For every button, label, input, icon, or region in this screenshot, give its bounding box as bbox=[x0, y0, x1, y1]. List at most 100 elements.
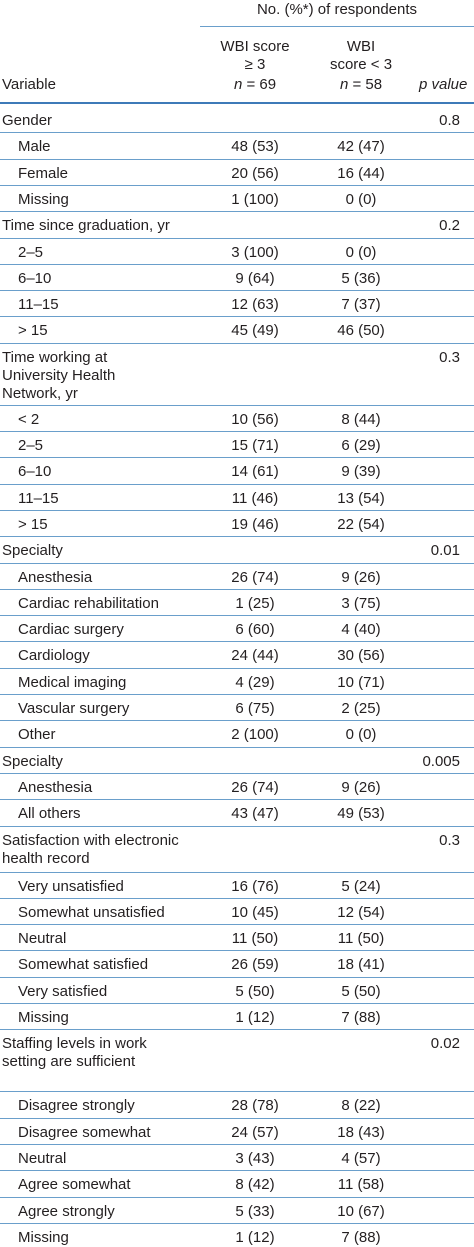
row-label: 2–5 bbox=[18, 243, 44, 261]
row-rule bbox=[0, 694, 474, 695]
row-value-wbi-low: 18 (43) bbox=[337, 1123, 385, 1141]
group-rule bbox=[0, 211, 474, 213]
row-value-wbi-high: 1 (100) bbox=[231, 190, 279, 208]
row-value-wbi-high: 20 (56) bbox=[231, 164, 279, 182]
row-value-wbi-low: 10 (67) bbox=[337, 1202, 385, 1220]
row-rule bbox=[0, 404, 474, 406]
row-rule bbox=[0, 720, 474, 722]
row-rule bbox=[0, 924, 474, 926]
row-rule bbox=[0, 667, 474, 669]
row-value-wbi-low: 2 (25) bbox=[341, 700, 381, 717]
row-rule bbox=[0, 976, 474, 978]
row-value-wbi-high: 1 (25) bbox=[235, 594, 275, 612]
row-value-wbi-high: 9 (64) bbox=[235, 269, 275, 287]
row-label: Missing bbox=[18, 190, 69, 208]
row-rule bbox=[0, 897, 474, 899]
row-rule bbox=[0, 158, 474, 160]
row-value-wbi-low: 8 (22) bbox=[341, 1097, 381, 1115]
row-value-wbi-low: 0 (0) bbox=[345, 190, 377, 208]
row-rule bbox=[0, 871, 474, 873]
row-value-wbi-high: 8 (42) bbox=[235, 1176, 275, 1194]
row-value-wbi-high: 14 (61) bbox=[231, 463, 279, 481]
row-value-wbi-high: 19 (46) bbox=[231, 515, 279, 533]
col1-header-line1: WBI score bbox=[220, 38, 290, 55]
row-value-wbi-low: 8 (44) bbox=[341, 410, 381, 428]
row-rule bbox=[0, 772, 474, 774]
row-rule bbox=[0, 1091, 474, 1093]
row-rule bbox=[0, 132, 474, 134]
row-value-wbi-high: 28 (78) bbox=[231, 1097, 279, 1115]
row-value-wbi-low: 9 (26) bbox=[341, 778, 381, 796]
row-label: 11–15 bbox=[18, 296, 59, 314]
row-value-wbi-high: 11 (50) bbox=[231, 930, 279, 948]
row-value-wbi-high: 5 (50) bbox=[235, 982, 275, 1000]
group-label: Satisfaction with electronic health reco… bbox=[2, 831, 179, 867]
row-value-wbi-high: 24 (44) bbox=[231, 647, 279, 665]
variable-header: Variable bbox=[2, 76, 56, 93]
row-value-wbi-low: 3 (75) bbox=[341, 594, 381, 612]
row-label: All others bbox=[18, 805, 81, 823]
row-value-wbi-low: 0 (0) bbox=[345, 726, 377, 744]
row-value-wbi-low: 11 (58) bbox=[337, 1176, 385, 1194]
row-value-wbi-low: 6 (29) bbox=[341, 437, 381, 454]
row-value-wbi-low: 42 (47) bbox=[337, 138, 385, 156]
row-rule bbox=[0, 431, 474, 432]
col2-header-line1: WBI bbox=[346, 38, 376, 55]
group-p-value: 0.2 bbox=[439, 217, 460, 235]
row-label: Agree somewhat bbox=[18, 1176, 131, 1194]
group-label: Staffing levels in work setting are suff… bbox=[2, 1035, 147, 1071]
row-value-wbi-high: 5 (33) bbox=[235, 1202, 275, 1220]
row-value-wbi-low: 10 (71) bbox=[337, 673, 385, 691]
row-value-wbi-low: 18 (41) bbox=[337, 956, 385, 974]
row-value-wbi-high: 3 (100) bbox=[231, 243, 279, 261]
row-label: Male bbox=[18, 138, 51, 156]
row-value-wbi-high: 16 (76) bbox=[231, 877, 279, 895]
group-rule bbox=[0, 1029, 474, 1031]
col2-n-value: = 58 bbox=[348, 76, 383, 93]
row-value-wbi-low: 46 (50) bbox=[337, 322, 385, 340]
row-label: Disagree strongly bbox=[18, 1097, 135, 1115]
row-label: Anesthesia bbox=[18, 778, 93, 796]
row-rule bbox=[0, 615, 474, 617]
row-label: Medical imaging bbox=[18, 673, 127, 691]
row-rule bbox=[0, 562, 474, 564]
row-value-wbi-low: 7 (37) bbox=[341, 296, 381, 314]
row-label: Very unsatisfied bbox=[18, 877, 124, 895]
group-label: Specialty bbox=[2, 542, 63, 560]
group-title: No. (%*) of respondents bbox=[256, 1, 418, 18]
row-label: < 2 bbox=[18, 410, 40, 428]
row-label: Anesthesia bbox=[18, 568, 93, 586]
row-value-wbi-high: 10 (45) bbox=[231, 903, 279, 921]
col2-header-n: n = 58 bbox=[306, 76, 416, 94]
group-p-value: 0.02 bbox=[430, 1035, 460, 1053]
row-value-wbi-low: 16 (44) bbox=[337, 164, 385, 182]
row-value-wbi-low: 4 (57) bbox=[341, 1149, 381, 1167]
group-p-value: 0.3 bbox=[439, 348, 460, 366]
row-value-wbi-high: 10 (56) bbox=[231, 410, 279, 428]
row-label: Somewhat satisfied bbox=[18, 956, 149, 974]
group-p-value: 0.01 bbox=[430, 542, 460, 560]
row-value-wbi-high: 11 (46) bbox=[231, 489, 279, 507]
group-title-rule bbox=[200, 26, 474, 27]
row-value-wbi-low: 30 (56) bbox=[337, 647, 385, 665]
row-rule bbox=[0, 483, 474, 485]
row-rule bbox=[0, 290, 474, 292]
row-label: > 15 bbox=[18, 322, 48, 340]
row-rule bbox=[0, 184, 474, 186]
row-value-wbi-low: 13 (54) bbox=[337, 489, 385, 507]
row-rule bbox=[0, 641, 474, 643]
group-rule bbox=[0, 825, 474, 827]
row-value-wbi-high: 1 (12) bbox=[235, 1009, 275, 1026]
row-value-wbi-low: 5 (24) bbox=[341, 877, 381, 895]
row-label: Other bbox=[18, 726, 56, 744]
col1-header-n: n = 69 bbox=[200, 76, 310, 94]
row-rule bbox=[0, 316, 474, 318]
row-label: Very satisfied bbox=[18, 982, 108, 1000]
row-rule bbox=[0, 1222, 474, 1224]
group-p-value: 0.8 bbox=[439, 112, 460, 129]
col1-n-label: n bbox=[233, 76, 243, 93]
row-value-wbi-low: 9 (39) bbox=[341, 463, 381, 481]
group-label: Time working at University Health Networ… bbox=[2, 348, 116, 402]
row-label: Cardiology bbox=[18, 647, 90, 665]
group-p-value: 0.005 bbox=[422, 752, 460, 770]
